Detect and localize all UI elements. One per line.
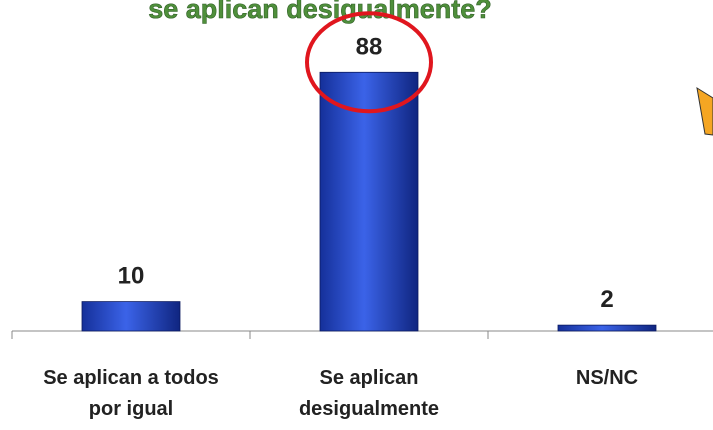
bar [319, 71, 419, 332]
x-tick-label: Se aplican desigualmente [298, 367, 440, 420]
data-label: 2 [600, 286, 613, 313]
x-tick-label: NS/NC [575, 367, 639, 389]
chart-title: se aplican desigualmente? [148, 0, 492, 24]
bar [81, 301, 181, 332]
data-label: 88 [356, 33, 383, 60]
highlight-circle [305, 11, 433, 114]
data-label: 10 [118, 263, 145, 290]
x-tick-label: Se aplican a todos por igual [43, 367, 219, 420]
bar [557, 324, 657, 332]
decoration [696, 86, 713, 136]
